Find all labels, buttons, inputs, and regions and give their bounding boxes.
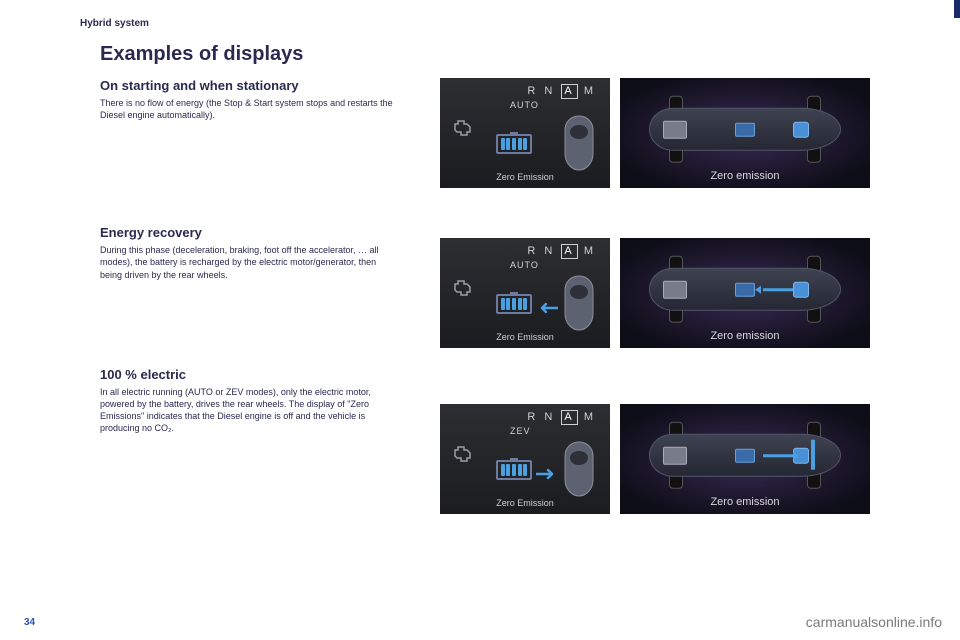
engine-block-icon <box>663 120 687 138</box>
section-body: There is no flow of energy (the Stop & S… <box>100 97 400 121</box>
gear-m: M <box>584 85 596 97</box>
gear-indicator: R N A M <box>527 410 596 425</box>
gear-indicator: R N A M <box>527 84 596 99</box>
gear-a-selected: A <box>561 244 577 259</box>
battery-block-icon <box>735 448 755 462</box>
zero-emission-label: Zero Emission <box>440 172 610 182</box>
car-icon <box>558 274 600 332</box>
energy-flow-display-recovery: Zero emission <box>620 238 870 348</box>
mode-label: ZEV <box>510 426 531 436</box>
zero-emission-label: Zero Emission <box>440 332 610 342</box>
battery-block-icon <box>735 122 755 136</box>
car-icon <box>558 440 600 498</box>
gear-n: N <box>544 85 555 97</box>
gear-r: R <box>527 245 538 257</box>
energy-flow-display-electric: Zero emission <box>620 404 870 514</box>
battery-icon <box>496 294 532 314</box>
car-top-view <box>635 418 855 493</box>
figure-row-1: R N A M AUTO Zero Emission Zero emission <box>440 78 870 188</box>
car-top-view <box>635 92 855 167</box>
flow-motor-to-wheels <box>811 440 815 470</box>
corner-stripe <box>954 0 960 18</box>
instrument-display-recovery: R N A M AUTO Zero Emission <box>440 238 610 348</box>
arrowhead-icon <box>755 285 761 293</box>
battery-block-icon <box>735 282 755 296</box>
arrow-to-battery-icon <box>536 300 558 310</box>
arrow-to-car-icon <box>536 466 558 476</box>
car-top-view <box>635 252 855 327</box>
figure-row-2: R N A M AUTO Zero Emission <box>440 238 870 348</box>
gear-m: M <box>584 245 596 257</box>
figure-row-3: R N A M ZEV Zero Emission <box>440 404 870 514</box>
page: Hybrid system Examples of displays On st… <box>0 0 960 434</box>
gear-n: N <box>544 245 555 257</box>
gear-a-selected: A <box>561 410 577 425</box>
battery-icon <box>496 460 532 480</box>
section-body: In all electric running (AUTO or ZEV mod… <box>100 386 400 435</box>
gear-n: N <box>544 411 555 423</box>
zero-emission-label: Zero emission <box>620 496 870 508</box>
gear-r: R <box>527 411 538 423</box>
section-heading: 100 % electric <box>100 367 920 382</box>
gear-indicator: R N A M <box>527 244 596 259</box>
chapter-label: Hybrid system <box>80 18 920 29</box>
gear-m: M <box>584 411 596 423</box>
motor-block-icon <box>793 281 809 297</box>
page-number: 34 <box>24 617 35 628</box>
flow-rear-to-battery <box>763 288 793 291</box>
energy-flow-display-stationary: Zero emission <box>620 78 870 188</box>
motor-block-icon <box>793 121 809 137</box>
car-icon <box>558 114 600 172</box>
watermark: carmanualsonline.info <box>806 614 942 630</box>
page-title: Examples of displays <box>100 43 920 66</box>
zero-emission-label: Zero emission <box>620 330 870 342</box>
engine-icon <box>452 118 478 138</box>
engine-icon <box>452 278 478 298</box>
battery-icon <box>496 134 532 154</box>
mode-label: AUTO <box>510 100 539 110</box>
engine-icon <box>452 444 478 464</box>
zero-emission-label: Zero Emission <box>440 498 610 508</box>
instrument-display-electric: R N A M ZEV Zero Emission <box>440 404 610 514</box>
mode-label: AUTO <box>510 260 539 270</box>
flow-battery-to-rear <box>763 454 793 457</box>
engine-block-icon <box>663 446 687 464</box>
zero-emission-label: Zero emission <box>620 170 870 182</box>
gear-a-selected: A <box>561 84 577 99</box>
instrument-display-stationary: R N A M AUTO Zero Emission <box>440 78 610 188</box>
section-body: During this phase (deceleration, braking… <box>100 244 400 280</box>
arrowhead-icon <box>793 451 799 459</box>
engine-block-icon <box>663 280 687 298</box>
gear-r: R <box>527 85 538 97</box>
